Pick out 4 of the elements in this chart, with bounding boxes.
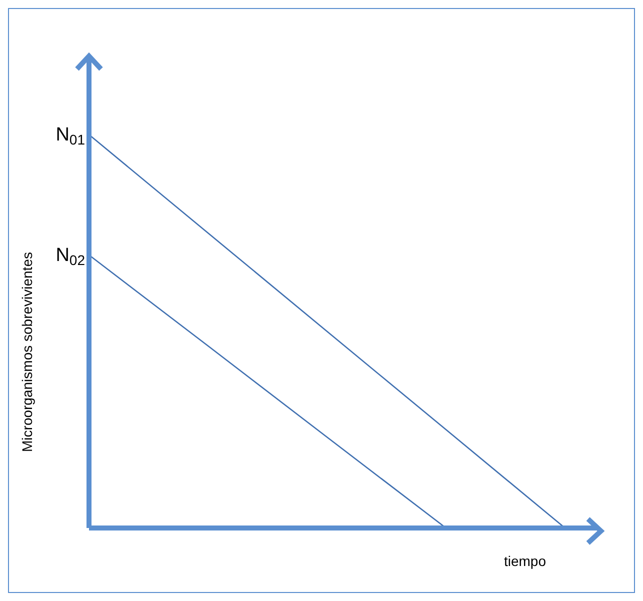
text: N$_{01}$ [56, 124, 86, 148]
text: N$_{02}$ [56, 245, 86, 268]
x-axis-title: tiempo [504, 553, 546, 569]
y-axis-title: Microorganismos sobrevivientes [18, 252, 35, 452]
